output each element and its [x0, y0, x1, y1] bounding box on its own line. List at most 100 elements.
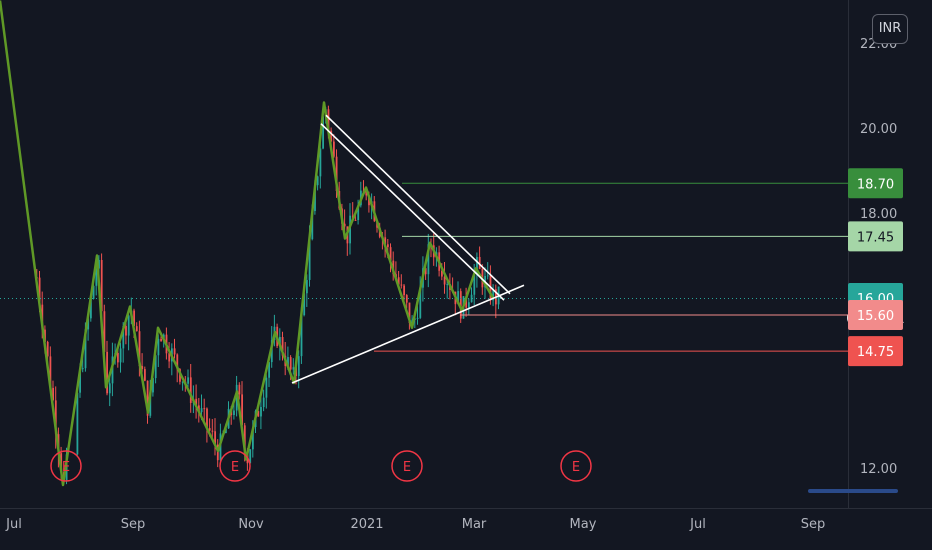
- candle-down: [49, 356, 52, 388]
- candle-up: [446, 284, 449, 286]
- candle-down: [106, 351, 108, 394]
- candle-up: [79, 368, 81, 393]
- candle-down: [478, 256, 481, 269]
- candle-up: [492, 289, 495, 301]
- zigzag-line: [0, 0, 495, 487]
- earnings-marker[interactable]: [560, 450, 592, 482]
- candle-up: [92, 285, 95, 299]
- candle-down: [459, 291, 462, 319]
- candle-down: [103, 311, 106, 352]
- candle-up: [457, 291, 459, 305]
- candle-up: [119, 348, 122, 363]
- earnings-marker-label: E: [62, 460, 70, 475]
- candle-up: [287, 357, 289, 366]
- y-tick-label: 12.00: [860, 462, 897, 477]
- candle-up: [316, 176, 319, 186]
- candle-up: [200, 408, 203, 413]
- trendline[interactable]: [325, 114, 511, 295]
- candle-up: [90, 298, 92, 319]
- candle-down: [125, 326, 127, 336]
- candle-up: [95, 268, 98, 286]
- candle-down: [289, 357, 292, 370]
- candle-up: [225, 428, 227, 434]
- candle-down: [327, 109, 330, 131]
- candle-down: [146, 380, 149, 416]
- candle-down: [405, 295, 408, 303]
- candle-down: [198, 405, 200, 413]
- x-tick-label: Nov: [238, 517, 264, 532]
- candle-up: [252, 426, 254, 450]
- candle-down: [138, 331, 141, 367]
- candle-down: [443, 276, 446, 285]
- candle-up: [306, 279, 308, 294]
- candle-down: [44, 329, 46, 342]
- earnings-marker-label: E: [572, 460, 580, 475]
- candle-up: [249, 449, 252, 464]
- candle-down: [384, 237, 387, 245]
- candle-down: [168, 353, 171, 362]
- candle-down: [257, 411, 260, 417]
- candle-down: [135, 326, 138, 332]
- earnings-marker[interactable]: [50, 450, 82, 482]
- trendline[interactable]: [291, 284, 525, 384]
- candle-down: [335, 156, 338, 192]
- earnings-marker-label: E: [403, 460, 411, 475]
- candle-up: [476, 256, 478, 275]
- candle-up: [122, 326, 125, 349]
- trendline[interactable]: [320, 123, 505, 301]
- candle-up: [108, 383, 111, 394]
- candle-up: [468, 302, 470, 308]
- candle-up: [292, 367, 295, 370]
- candle-up: [311, 211, 314, 240]
- candle-up: [81, 368, 84, 370]
- candle-down: [206, 408, 208, 429]
- price-label: [848, 221, 903, 252]
- x-tick-label: Sep: [801, 517, 826, 532]
- x-tick-label: May: [570, 517, 597, 532]
- price-label-text: 14.75: [857, 345, 894, 360]
- candle-up: [470, 294, 473, 303]
- candle-down: [408, 302, 411, 323]
- candle-up: [154, 355, 157, 379]
- x-tick-label: Mar: [462, 517, 487, 532]
- candle-down: [176, 354, 179, 370]
- y-tick-label: 18.00: [860, 207, 897, 222]
- candle-up: [297, 356, 300, 376]
- candle-down: [189, 377, 192, 403]
- candle-up: [300, 315, 303, 357]
- candle-down: [400, 284, 403, 286]
- candle-down: [214, 431, 216, 445]
- candle-down: [208, 428, 211, 431]
- x-tick-label: Jul: [5, 517, 22, 532]
- x-tick-label: Sep: [121, 517, 146, 532]
- candle-up: [349, 215, 351, 244]
- candle-up: [268, 362, 270, 378]
- candle-down: [38, 277, 41, 305]
- candle-up: [303, 293, 306, 316]
- earnings-marker[interactable]: [391, 450, 423, 482]
- candle-down: [441, 270, 443, 277]
- x-tick-label: 2021: [350, 517, 383, 532]
- candle-up: [181, 381, 184, 383]
- candle-down: [173, 348, 176, 355]
- candle-up: [419, 287, 422, 318]
- candle-up: [87, 318, 90, 330]
- candle-up: [279, 337, 281, 347]
- candle-up: [187, 377, 189, 384]
- candle-down: [330, 130, 333, 142]
- candle-down: [333, 141, 335, 157]
- time-scroll-handle[interactable]: [808, 489, 898, 493]
- candle-down: [281, 337, 284, 356]
- price-label-text: 18.70: [857, 177, 894, 192]
- candle-down: [117, 353, 119, 363]
- earnings-marker[interactable]: [219, 450, 251, 482]
- candle-down: [389, 247, 392, 261]
- x-tick-label: Jul: [689, 517, 706, 532]
- candle-down: [365, 190, 368, 196]
- candle-down: [144, 369, 146, 381]
- candle-up: [98, 259, 100, 269]
- candle-down: [141, 366, 144, 370]
- currency-button[interactable]: INR: [872, 14, 908, 44]
